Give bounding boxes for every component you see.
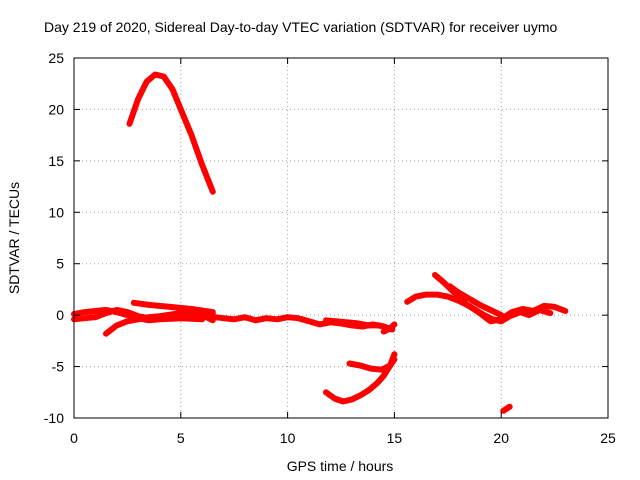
series-arc-low-b — [346, 356, 398, 373]
tick-group: 0 5 10 15 20 25 -10 -5 0 5 10 15 20 25 — [44, 50, 616, 446]
x-tick-label: 20 — [493, 430, 509, 446]
y-tick-label: 10 — [48, 204, 64, 220]
x-tick-label: 10 — [280, 430, 296, 446]
x-tick-label: 25 — [600, 430, 616, 446]
x-tick-label: 15 — [387, 430, 403, 446]
series-arc-low-c — [380, 321, 398, 335]
series-arc-tail — [500, 403, 513, 414]
y-tick-label: -10 — [44, 410, 64, 426]
series-arc-zero-d — [130, 299, 216, 316]
y-tick-label: 20 — [48, 101, 64, 117]
series-arc-mid-b — [323, 317, 383, 329]
grid — [74, 58, 608, 418]
series-group — [71, 71, 569, 414]
y-tick-label: 25 — [48, 50, 64, 66]
series-arc-zero-b — [71, 307, 206, 324]
y-axis-label: SDTVAR / TECUs — [6, 182, 22, 294]
y-tick-label: 15 — [48, 153, 64, 169]
x-axis-label: GPS time / hours — [287, 458, 394, 474]
series-arc-low — [323, 351, 398, 405]
y-tick-label: 5 — [56, 256, 64, 272]
series-arc-late-c — [446, 283, 505, 319]
x-tick-label: 0 — [70, 430, 78, 446]
chart-title: Day 219 of 2020, Sidereal Day-to-day VTE… — [44, 19, 557, 35]
y-tick-label: 0 — [56, 307, 64, 323]
plot-frame — [73, 57, 609, 419]
series-arc-zero-c — [103, 310, 216, 337]
series-arc-high — [126, 71, 216, 195]
y-tick-label: -5 — [52, 359, 65, 375]
x-tick-label: 5 — [177, 430, 185, 446]
